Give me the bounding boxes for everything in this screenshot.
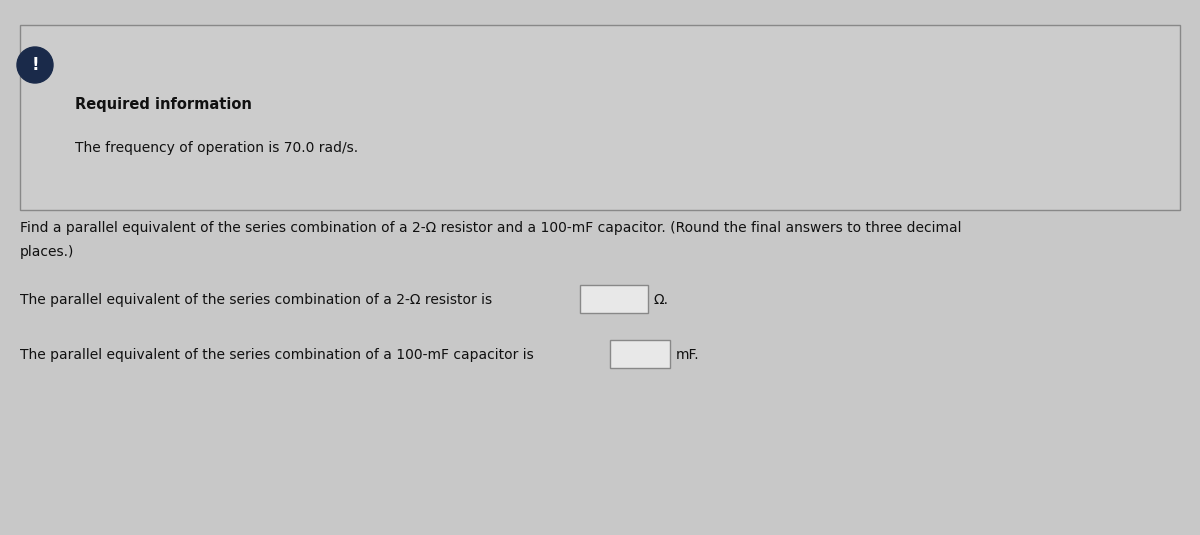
Text: The parallel equivalent of the series combination of a 2-Ω resistor is: The parallel equivalent of the series co…: [20, 293, 492, 307]
Text: Required information: Required information: [74, 97, 252, 112]
Circle shape: [17, 47, 53, 83]
Text: The parallel equivalent of the series combination of a 100-mF capacitor is: The parallel equivalent of the series co…: [20, 348, 534, 362]
Text: The frequency of operation is 70.0 rad/s.: The frequency of operation is 70.0 rad/s…: [74, 141, 358, 155]
Bar: [20, 25, 1180, 210]
Text: Find a parallel equivalent of the series combination of a 2-Ω resistor and a 100: Find a parallel equivalent of the series…: [20, 221, 961, 235]
Text: !: !: [31, 56, 38, 74]
Text: places.): places.): [20, 245, 74, 259]
Bar: [610, 340, 670, 368]
Bar: [580, 285, 648, 313]
Text: Ω.: Ω.: [654, 293, 670, 307]
Text: mF.: mF.: [676, 348, 700, 362]
